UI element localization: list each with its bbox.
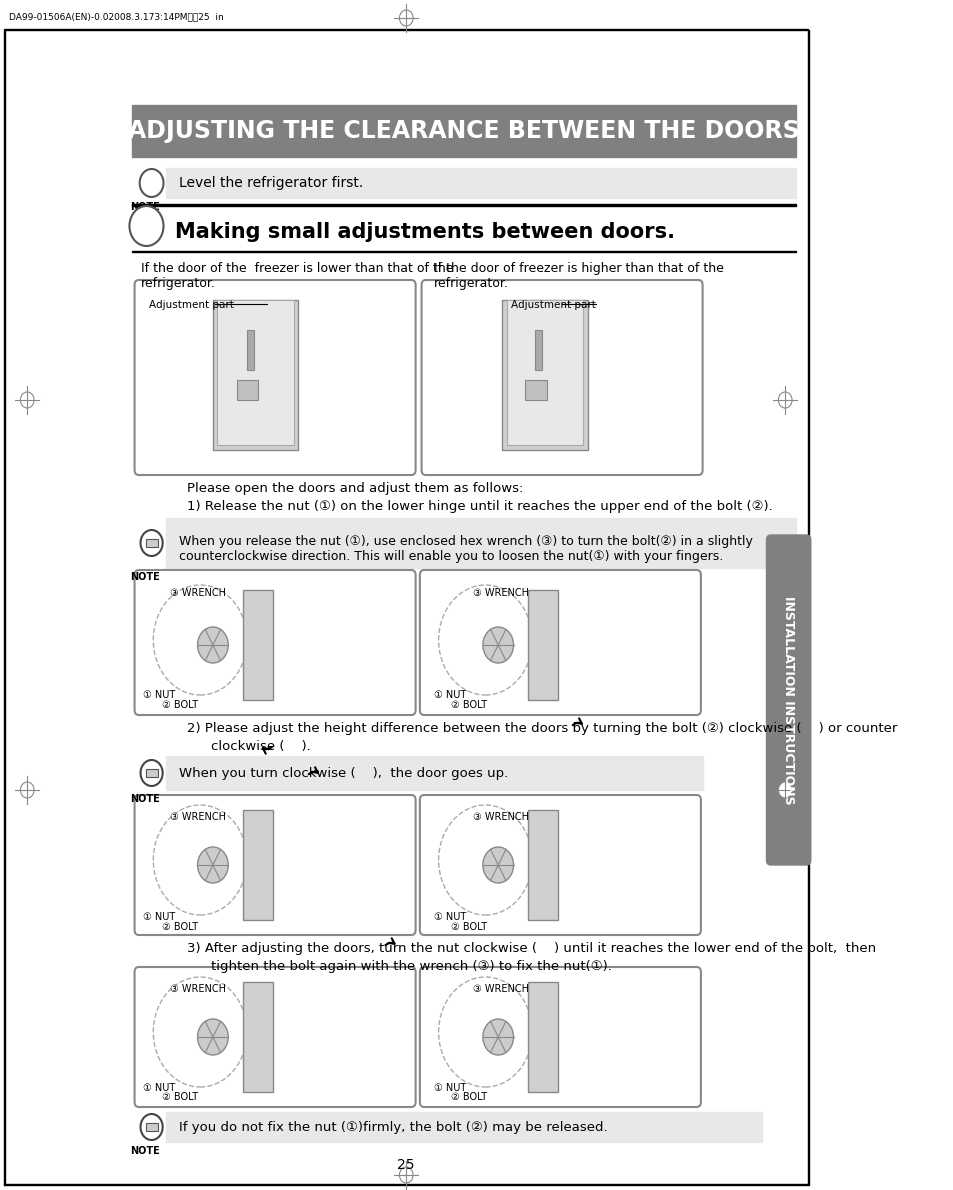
Bar xyxy=(527,810,558,920)
Circle shape xyxy=(482,1019,513,1056)
Text: NOTE: NOTE xyxy=(130,794,159,804)
FancyBboxPatch shape xyxy=(134,280,416,475)
Circle shape xyxy=(130,206,163,246)
Text: ① NUT: ① NUT xyxy=(434,690,466,700)
Circle shape xyxy=(197,1019,228,1056)
Text: ② BOLT: ② BOLT xyxy=(162,1092,197,1102)
Bar xyxy=(525,380,546,400)
FancyBboxPatch shape xyxy=(421,280,701,475)
Text: NOTE: NOTE xyxy=(130,572,159,582)
Circle shape xyxy=(399,1167,413,1183)
Bar xyxy=(217,300,294,445)
Text: ③ WRENCH: ③ WRENCH xyxy=(171,984,226,994)
Bar xyxy=(527,982,558,1092)
FancyBboxPatch shape xyxy=(419,570,700,715)
Text: ADJUSTING THE CLEARANCE BETWEEN THE DOORS: ADJUSTING THE CLEARANCE BETWEEN THE DOOR… xyxy=(128,119,800,143)
Text: clockwise (    ).: clockwise ( ). xyxy=(211,740,311,753)
Text: If the door of freezer is higher than that of the
refrigerator.: If the door of freezer is higher than th… xyxy=(434,262,723,290)
Text: ③ WRENCH: ③ WRENCH xyxy=(472,588,528,599)
Bar xyxy=(527,590,558,700)
Circle shape xyxy=(20,782,34,798)
Bar xyxy=(132,251,796,252)
Text: ② BOLT: ② BOLT xyxy=(162,700,197,710)
Bar xyxy=(166,1111,761,1142)
Circle shape xyxy=(399,10,413,26)
Text: ③ WRENCH: ③ WRENCH xyxy=(472,812,528,822)
Text: If the door of the  freezer is lower than that of the
refrigerator.: If the door of the freezer is lower than… xyxy=(140,262,453,290)
Text: DA99-01506A(EN)-0.02008.3.173:14PM예지25  in: DA99-01506A(EN)-0.02008.3.173:14PM예지25 i… xyxy=(9,12,223,21)
Circle shape xyxy=(482,847,513,883)
Circle shape xyxy=(140,1114,163,1140)
Text: Adjustment part: Adjustment part xyxy=(511,300,596,311)
Text: ② BOLT: ② BOLT xyxy=(451,922,487,932)
Text: 25: 25 xyxy=(397,1158,415,1172)
FancyBboxPatch shape xyxy=(765,536,810,865)
Text: 1) Release the nut (①) on the lower hinge until it reaches the upper end of the : 1) Release the nut (①) on the lower hing… xyxy=(187,500,772,513)
Bar xyxy=(242,982,273,1092)
Text: ② BOLT: ② BOLT xyxy=(162,922,197,932)
Text: When you turn clockwise (    ),  the door goes up.: When you turn clockwise ( ), the door go… xyxy=(178,766,508,779)
Text: NOTE: NOTE xyxy=(130,1146,159,1155)
Text: If you do not fix the nut (①)firmly, the bolt (②) may be released.: If you do not fix the nut (①)firmly, the… xyxy=(178,1121,607,1134)
Bar xyxy=(146,539,157,547)
Circle shape xyxy=(197,627,228,663)
Text: 2) Please adjust the height difference between the doors by turning the bolt (②): 2) Please adjust the height difference b… xyxy=(187,722,897,735)
Bar xyxy=(502,300,587,450)
Text: Making small adjustments between doors.: Making small adjustments between doors. xyxy=(174,223,674,242)
Text: ① NUT: ① NUT xyxy=(143,1083,175,1092)
Text: Level the refrigerator first.: Level the refrigerator first. xyxy=(178,176,363,190)
Circle shape xyxy=(153,585,247,695)
FancyBboxPatch shape xyxy=(134,967,416,1107)
Bar xyxy=(535,330,541,370)
FancyBboxPatch shape xyxy=(134,570,416,715)
Text: ① NUT: ① NUT xyxy=(434,1083,466,1092)
Text: Please open the doors and adjust them as follows:: Please open the doors and adjust them as… xyxy=(187,482,523,495)
Circle shape xyxy=(20,392,34,408)
Text: NOTE: NOTE xyxy=(130,202,159,212)
Bar xyxy=(247,330,253,370)
FancyBboxPatch shape xyxy=(134,795,416,935)
Bar xyxy=(166,168,796,198)
Text: Adjustment part: Adjustment part xyxy=(149,300,233,311)
Bar xyxy=(242,590,273,700)
Text: ③ WRENCH: ③ WRENCH xyxy=(171,812,226,822)
Text: ① NUT: ① NUT xyxy=(143,690,175,700)
FancyBboxPatch shape xyxy=(419,967,700,1107)
Circle shape xyxy=(482,627,513,663)
Bar xyxy=(132,203,796,206)
Bar xyxy=(236,380,257,400)
FancyBboxPatch shape xyxy=(419,795,700,935)
Text: ② BOLT: ② BOLT xyxy=(451,700,487,710)
Circle shape xyxy=(139,169,163,198)
Text: ① NUT: ① NUT xyxy=(434,912,466,922)
Bar xyxy=(132,105,796,157)
Circle shape xyxy=(140,530,163,556)
Text: INSTALLATION INSTRUCTIONS: INSTALLATION INSTRUCTIONS xyxy=(781,596,794,804)
Bar xyxy=(242,810,273,920)
Circle shape xyxy=(438,585,532,695)
Bar xyxy=(506,300,583,445)
Text: ① NUT: ① NUT xyxy=(143,912,175,922)
Text: ③ WRENCH: ③ WRENCH xyxy=(472,984,528,994)
Circle shape xyxy=(438,977,532,1086)
Circle shape xyxy=(153,977,247,1086)
Text: tighten the bolt again with the wrench (③) to fix the nut(①).: tighten the bolt again with the wrench (… xyxy=(211,960,612,973)
Circle shape xyxy=(197,847,228,883)
Bar xyxy=(166,518,796,568)
Circle shape xyxy=(438,804,532,915)
Text: ② BOLT: ② BOLT xyxy=(451,1092,487,1102)
Text: 3) After adjusting the doors, turn the nut clockwise (    ) until it reaches the: 3) After adjusting the doors, turn the n… xyxy=(187,942,876,956)
Bar xyxy=(166,756,701,790)
Circle shape xyxy=(153,804,247,915)
Bar xyxy=(146,769,157,777)
Bar xyxy=(146,1123,157,1130)
Text: ③ WRENCH: ③ WRENCH xyxy=(171,588,226,599)
Circle shape xyxy=(140,760,163,787)
Text: When you release the nut (①), use enclosed hex wrench (③) to turn the bolt(②) in: When you release the nut (①), use enclos… xyxy=(178,536,752,563)
Circle shape xyxy=(778,392,791,408)
Circle shape xyxy=(778,782,791,798)
Bar xyxy=(213,300,297,450)
